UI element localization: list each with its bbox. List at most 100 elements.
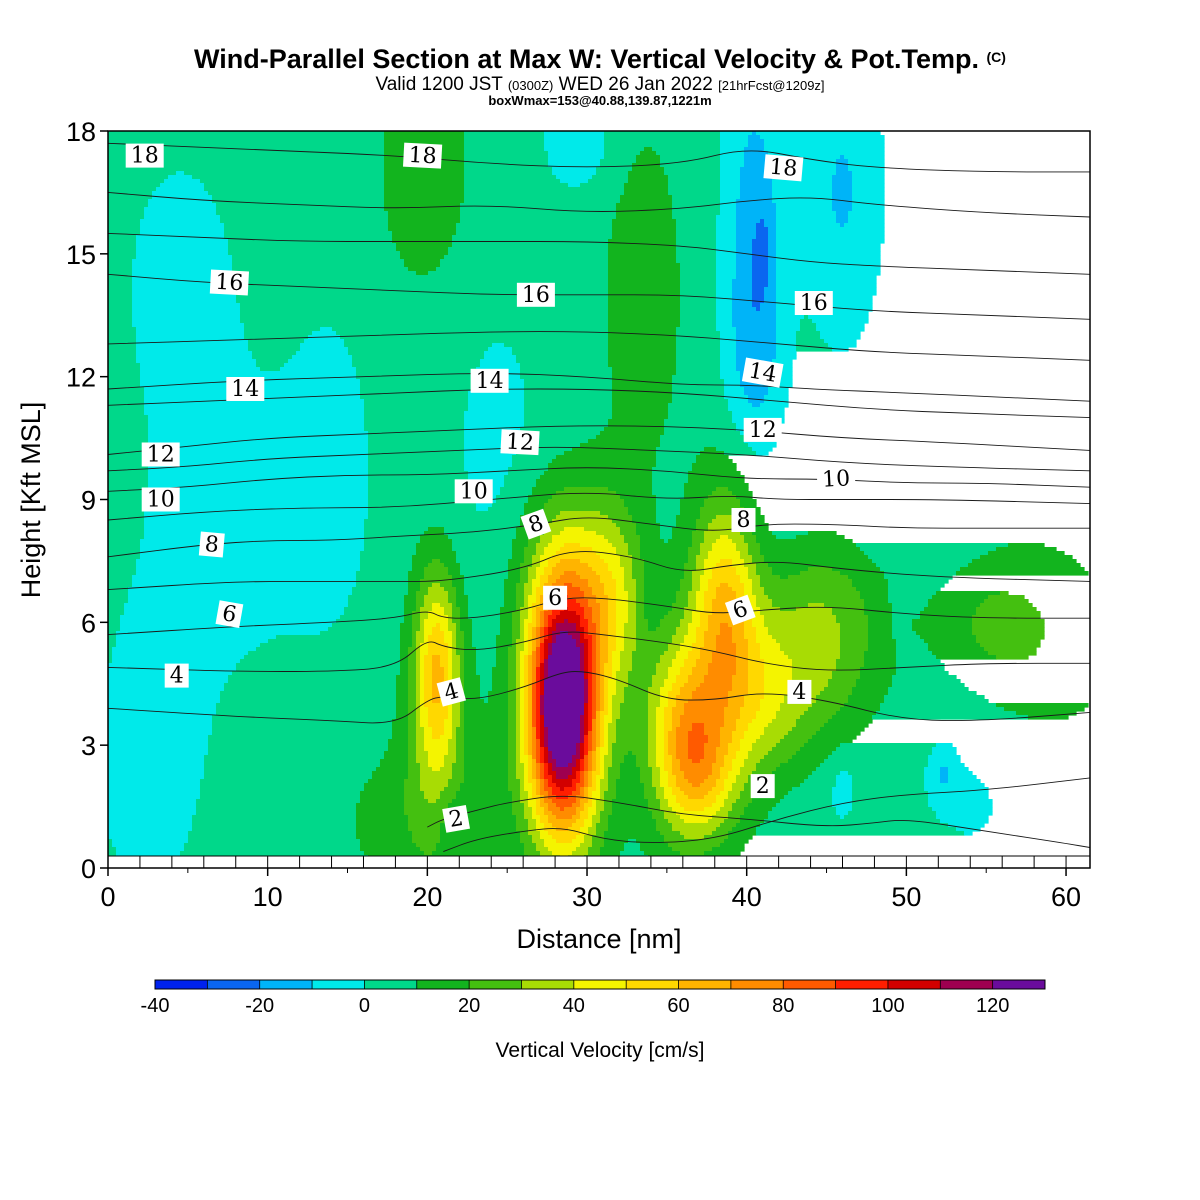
velocity-cell <box>424 531 445 536</box>
velocity-cell <box>608 727 617 732</box>
velocity-cell <box>600 779 609 784</box>
velocity-cell <box>776 275 877 280</box>
velocity-cell <box>420 707 429 712</box>
velocity-cell <box>752 559 765 564</box>
velocity-cell <box>656 819 669 824</box>
velocity-cell <box>596 719 601 724</box>
contour-label-box <box>141 442 180 467</box>
velocity-cell <box>452 547 513 552</box>
velocity-cell <box>412 835 441 840</box>
velocity-cell <box>616 595 629 600</box>
contour-label: 10 <box>141 487 180 513</box>
velocity-cell <box>768 151 885 156</box>
velocity-cell <box>868 623 893 628</box>
velocity-cell <box>700 587 709 592</box>
velocity-cell <box>404 595 417 600</box>
velocity-cell <box>544 703 585 708</box>
velocity-cell <box>596 767 601 772</box>
velocity-cell <box>716 311 733 316</box>
velocity-cell <box>424 703 449 708</box>
velocity-cell <box>684 683 701 688</box>
velocity-cell <box>588 767 593 772</box>
velocity-cell <box>184 843 361 848</box>
velocity-cell <box>384 179 465 184</box>
velocity-cell <box>608 631 617 636</box>
velocity-cell <box>108 471 149 476</box>
velocity-cell <box>592 823 597 828</box>
velocity-cell <box>776 259 881 264</box>
velocity-cell <box>628 839 637 844</box>
velocity-cell <box>188 831 357 836</box>
velocity-cell <box>452 799 513 804</box>
velocity-cell <box>724 391 745 396</box>
velocity-cell <box>752 447 773 452</box>
velocity-cell <box>848 215 885 220</box>
velocity-cell <box>756 831 965 836</box>
velocity-cell <box>516 719 521 724</box>
velocity-cell <box>476 647 497 652</box>
velocity-cell <box>536 515 557 520</box>
velocity-cell <box>756 627 769 632</box>
velocity-cell <box>516 699 521 704</box>
velocity-cell <box>148 431 369 436</box>
velocity-cell <box>612 715 621 720</box>
velocity-cell <box>676 363 721 368</box>
velocity-cell <box>108 131 385 136</box>
velocity-cell <box>756 631 769 636</box>
velocity-cell <box>752 555 765 560</box>
velocity-cell <box>680 315 717 320</box>
velocity-cell <box>664 683 673 688</box>
velocity-cell <box>696 603 705 608</box>
velocity-cell <box>468 607 501 612</box>
velocity-cell <box>856 679 893 684</box>
velocity-cell <box>388 227 457 232</box>
velocity-cell <box>580 767 585 772</box>
velocity-cell <box>852 803 929 808</box>
velocity-cell <box>508 691 517 696</box>
velocity-cell <box>140 219 221 224</box>
velocity-cell <box>760 583 853 588</box>
velocity-cell <box>744 763 757 768</box>
velocity-cell <box>544 775 553 780</box>
velocity-cell <box>584 775 589 780</box>
velocity-cell <box>792 663 837 668</box>
velocity-cell <box>440 795 457 800</box>
velocity-cell <box>668 743 677 748</box>
velocity-cell <box>668 647 681 652</box>
velocity-cell <box>852 207 885 212</box>
velocity-cell <box>796 331 821 336</box>
colorbar-swatch <box>887 980 941 989</box>
velocity-cell <box>536 743 541 748</box>
velocity-cell <box>584 759 589 764</box>
velocity-cell <box>720 627 733 632</box>
velocity-cell <box>108 727 213 732</box>
velocity-cell <box>408 819 445 824</box>
velocity-cell <box>544 719 581 724</box>
velocity-cell <box>460 219 613 224</box>
velocity-cell <box>448 615 453 620</box>
velocity-cell <box>524 703 529 708</box>
x-tick-label: 30 <box>572 882 602 912</box>
contour-label-box <box>442 804 471 833</box>
theta-contour <box>108 232 1090 275</box>
velocity-cell <box>464 135 545 140</box>
velocity-cell <box>776 267 881 272</box>
velocity-cell <box>520 795 529 800</box>
velocity-cell <box>728 399 749 404</box>
velocity-cell <box>740 747 753 752</box>
velocity-cell <box>608 819 657 824</box>
velocity-cell <box>464 459 513 464</box>
velocity-cell <box>892 603 929 608</box>
velocity-cell <box>588 699 593 704</box>
velocity-cell <box>680 623 689 628</box>
velocity-cell <box>148 447 369 452</box>
velocity-cell <box>148 467 369 472</box>
velocity-cell <box>476 655 497 660</box>
velocity-cell <box>620 559 633 564</box>
velocity-cell <box>420 699 425 704</box>
velocity-cell <box>708 619 745 624</box>
velocity-cell <box>664 735 669 740</box>
velocity-cell <box>600 703 605 708</box>
velocity-cell <box>832 803 853 808</box>
velocity-cell <box>840 631 869 636</box>
